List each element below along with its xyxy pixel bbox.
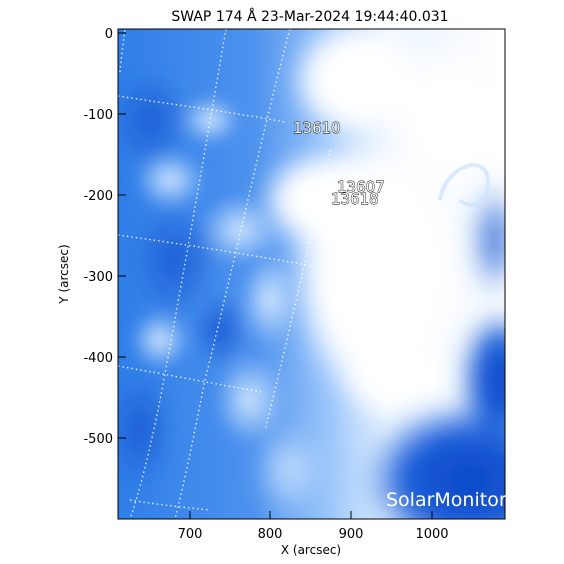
y-tick-label: -100 xyxy=(83,108,113,123)
y-tick-label: -400 xyxy=(83,351,113,366)
y-tick-label: -200 xyxy=(83,189,113,204)
active-region-label: 13607 xyxy=(337,178,385,196)
solarmonitor-watermark: SolarMonitor.org xyxy=(386,489,542,511)
y-tick-label: 0 xyxy=(105,27,113,42)
solar-image xyxy=(118,29,505,519)
active-region-label: 13618 xyxy=(331,190,379,208)
x-tick-label: 700 xyxy=(178,527,203,542)
heliographic-grid xyxy=(118,29,346,519)
active-region-label: 13610 xyxy=(293,119,341,137)
y-tick-label: -300 xyxy=(83,270,113,285)
plot-title: SWAP 174 Å 23-Mar-2024 19:44:40.031 xyxy=(171,8,448,25)
active-region-labels: 13610 13607 13618 xyxy=(293,119,386,209)
x-tick-label: 800 xyxy=(258,527,283,542)
y-tick-label: -500 xyxy=(83,432,113,447)
plot-frame xyxy=(117,28,506,520)
x-tick-label: 900 xyxy=(339,527,364,542)
x-axis-title: X (arcsec) xyxy=(281,543,341,557)
y-axis: 0 -100 -200 -300 -400 -500 Y (arcsec) xyxy=(57,27,126,447)
y-axis-title: Y (arcsec) xyxy=(57,244,71,304)
x-axis: 700 800 900 1000 X (arcsec) xyxy=(178,511,449,557)
x-tick-label: 1000 xyxy=(415,527,448,542)
